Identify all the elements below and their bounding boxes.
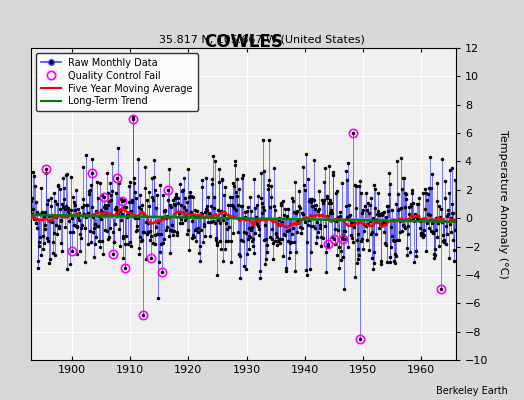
Y-axis label: Temperature Anomaly (°C): Temperature Anomaly (°C) (498, 130, 508, 278)
Title: COWLES: COWLES (204, 33, 283, 51)
Text: Berkeley Earth: Berkeley Earth (436, 386, 508, 396)
Legend: Raw Monthly Data, Quality Control Fail, Five Year Moving Average, Long-Term Tren: Raw Monthly Data, Quality Control Fail, … (36, 53, 198, 111)
Text: 35.817 N, 105.667 W (United States): 35.817 N, 105.667 W (United States) (159, 34, 365, 44)
